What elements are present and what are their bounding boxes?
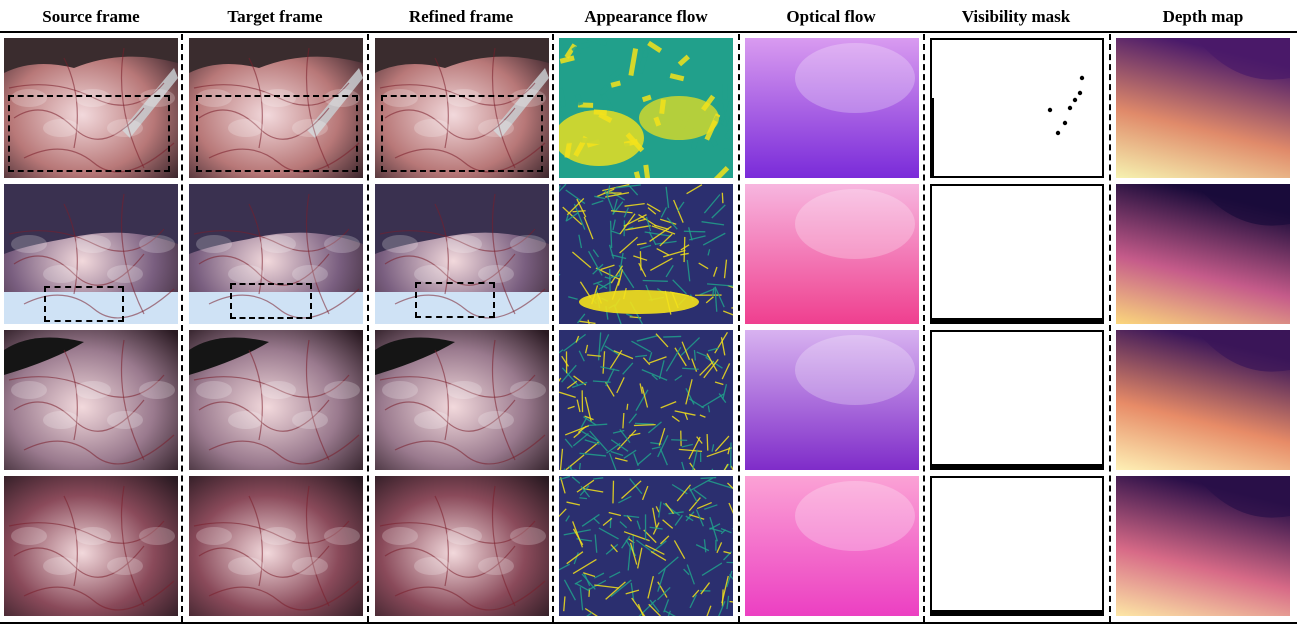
depth-map-image [1116, 330, 1290, 470]
column-separator [738, 34, 740, 622]
appearance-flow-image [559, 184, 733, 324]
refined-frame-image [375, 38, 549, 178]
depth-map-image [1116, 476, 1290, 616]
optical-flow-image [745, 38, 919, 178]
header-optical-flow: Optical flow [786, 7, 876, 26]
header-refined-frame: Refined frame [408, 7, 514, 26]
appearance-flow-image [559, 38, 733, 178]
target-frame-image [189, 38, 363, 178]
visibility-mask-image [930, 184, 1104, 324]
region-box [415, 282, 495, 318]
column-separator [181, 34, 183, 622]
optical-flow-image [745, 330, 919, 470]
region-box [381, 95, 543, 172]
source-frame-image [4, 330, 178, 470]
refined-frame-image [375, 184, 549, 324]
appearance-flow-image [559, 476, 733, 616]
column-separator [552, 34, 554, 622]
source-frame-image [4, 476, 178, 616]
refined-frame-image [375, 330, 549, 470]
region-box [8, 95, 170, 172]
bottom-rule [0, 622, 1297, 624]
optical-flow-image [745, 184, 919, 324]
region-box [196, 95, 358, 172]
header-depth-map: Depth map [1162, 7, 1244, 26]
visibility-mask-image [930, 38, 1104, 178]
column-separator [367, 34, 369, 622]
target-frame-image [189, 476, 363, 616]
appearance-flow-image [559, 330, 733, 470]
column-separator [1109, 34, 1111, 622]
header-appearance-flow: Appearance flow [584, 7, 708, 26]
column-separator [923, 34, 925, 622]
target-frame-image [189, 330, 363, 470]
visibility-mask-image [930, 330, 1104, 470]
region-box [230, 283, 312, 319]
region-box [44, 286, 124, 322]
header-target-frame: Target frame [227, 7, 323, 26]
refined-frame-image [375, 476, 549, 616]
depth-map-image [1116, 38, 1290, 178]
header-rule [0, 31, 1297, 33]
header-source-frame: Source frame [42, 7, 140, 26]
visibility-mask-image [930, 476, 1104, 616]
optical-flow-image [745, 476, 919, 616]
depth-map-image [1116, 184, 1290, 324]
source-frame-image [4, 38, 178, 178]
header-visibility-mask: Visibility mask [961, 7, 1071, 26]
source-frame-image [4, 184, 178, 324]
